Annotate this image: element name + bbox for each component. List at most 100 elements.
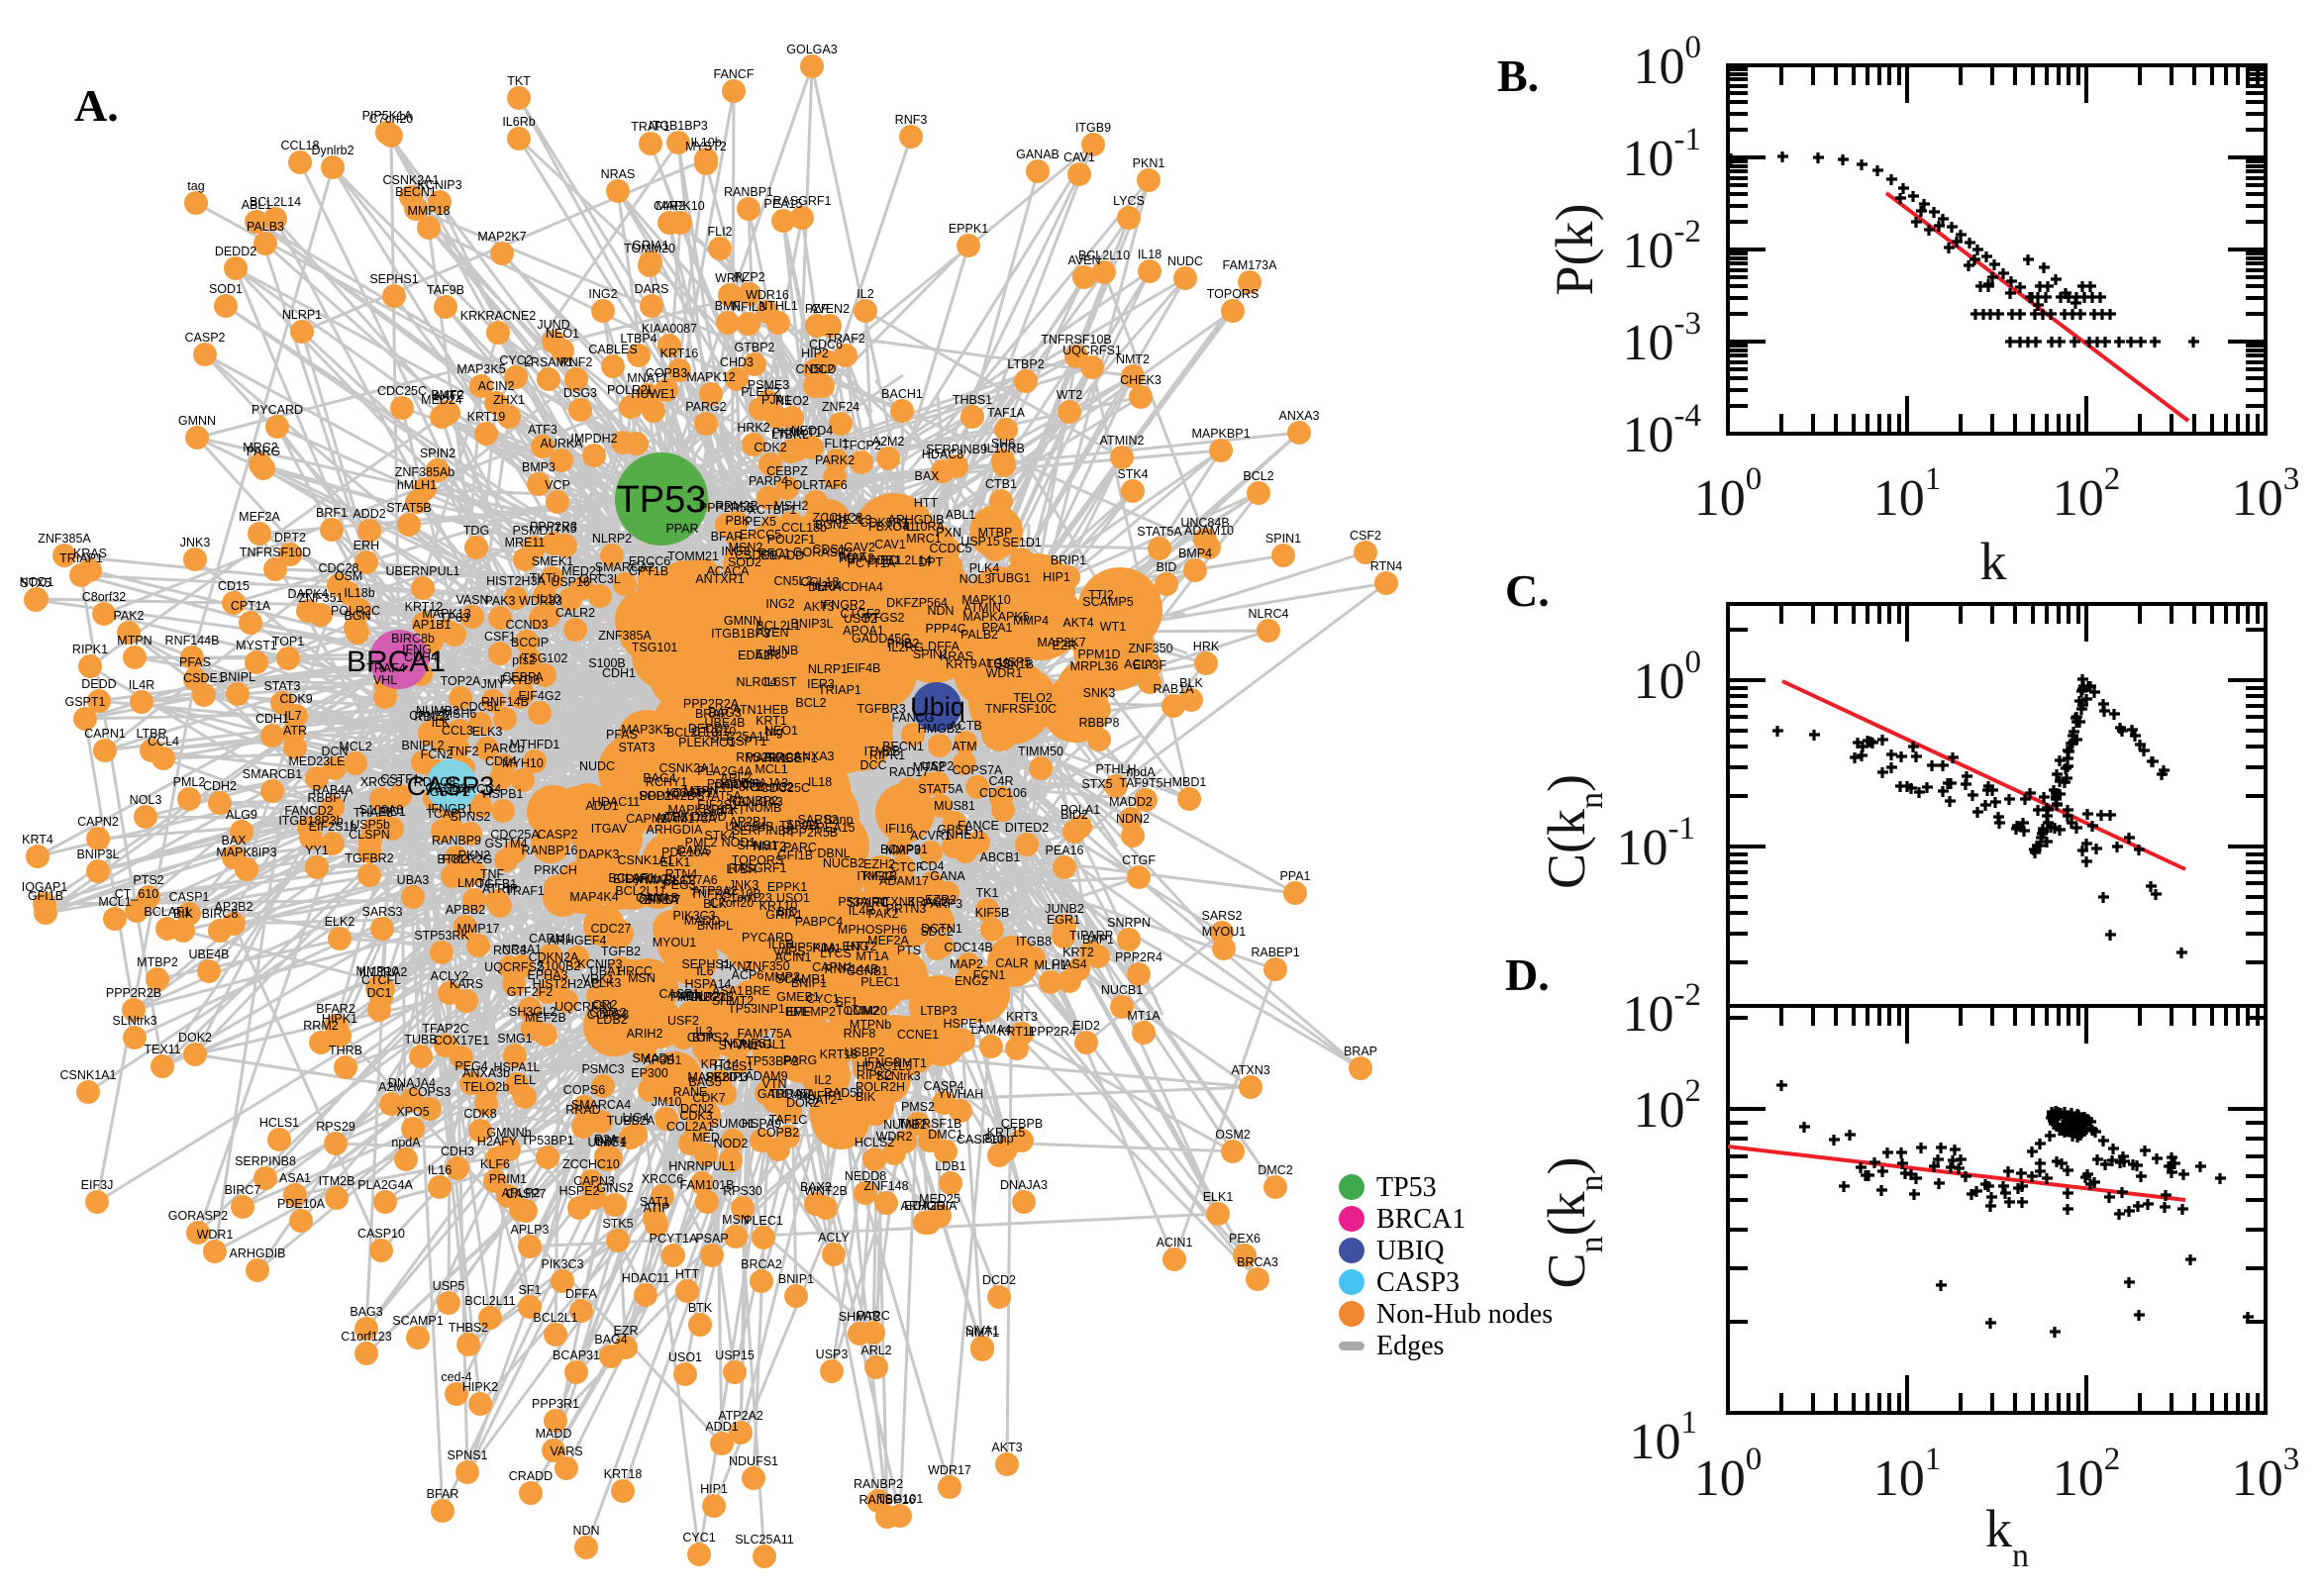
svg-text:SH6: SH6 xyxy=(991,437,1015,450)
svg-text:TAF9B: TAF9B xyxy=(779,819,817,833)
svg-text:PHB2: PHB2 xyxy=(887,637,920,650)
svg-text:OSM2: OSM2 xyxy=(1215,1128,1250,1142)
svg-text:CABLES: CABLES xyxy=(588,343,637,356)
svg-text:STAT5A: STAT5A xyxy=(918,782,963,796)
svg-text:WRN: WRN xyxy=(715,271,745,285)
svg-text:EIF4G2: EIF4G2 xyxy=(518,689,560,703)
svg-text:USP5: USP5 xyxy=(433,1279,465,1293)
svg-text:CASP2: CASP2 xyxy=(538,828,578,842)
svg-text:RAB1A: RAB1A xyxy=(1154,682,1195,696)
svg-text:BCL2L1: BCL2L1 xyxy=(756,619,800,633)
svg-text:AATF: AATF xyxy=(433,389,463,403)
svg-text:MCL2: MCL2 xyxy=(339,740,371,753)
svg-text:RRAD: RRAD xyxy=(565,1103,600,1117)
svg-text:JMY: JMY xyxy=(481,677,507,691)
svg-text:TEX11: TEX11 xyxy=(144,1043,180,1056)
svg-text:ced-4: ced-4 xyxy=(441,1370,471,1384)
svg-text:ANXA3b: ANXA3b xyxy=(462,1066,510,1080)
svg-text:ITGB9: ITGB9 xyxy=(1075,121,1111,135)
svg-text:STAT5A: STAT5A xyxy=(696,789,742,803)
svg-text:MMP18: MMP18 xyxy=(407,204,450,218)
svg-text:POLR2G: POLR2G xyxy=(443,852,493,866)
svg-text:PIK3C3: PIK3C3 xyxy=(672,909,715,923)
svg-text:NLRC4: NLRC4 xyxy=(1249,607,1289,621)
svg-text:CRADD: CRADD xyxy=(760,549,804,562)
svg-text:BNIP1: BNIP1 xyxy=(778,1272,814,1286)
svg-text:DLRACDHA4: DLRACDHA4 xyxy=(808,580,883,594)
svg-text:JNK3: JNK3 xyxy=(180,536,211,549)
svg-text:MAP2K7: MAP2K7 xyxy=(1037,636,1085,649)
svg-text:PLA2G4A: PLA2G4A xyxy=(357,1178,413,1192)
svg-text:LMO4: LMO4 xyxy=(457,876,491,890)
svg-text:AURKA: AURKA xyxy=(540,437,583,450)
svg-text:SARS3: SARS3 xyxy=(362,905,403,919)
svg-text:100: 100 xyxy=(1694,461,1763,527)
svg-text:HTT: HTT xyxy=(675,1267,700,1281)
svg-text:SH3GL2: SH3GL2 xyxy=(509,1005,556,1019)
svg-text:NUMB2: NUMB2 xyxy=(883,1118,927,1132)
svg-text:TP53: TP53 xyxy=(617,479,707,521)
svg-text:MRC2: MRC2 xyxy=(243,441,277,454)
svg-text:PBK: PBK xyxy=(725,514,751,528)
svg-text:SERPINB8: SERPINB8 xyxy=(235,1154,296,1168)
svg-text:CDC25C: CDC25C xyxy=(760,781,810,795)
svg-text:ITGAV: ITGAV xyxy=(591,822,628,836)
svg-text:ACP5: ACP5 xyxy=(656,811,688,825)
svg-text:PEX5: PEX5 xyxy=(745,515,776,529)
svg-text:MUS81: MUS81 xyxy=(934,799,975,813)
svg-text:BCL2L11: BCL2L11 xyxy=(615,884,665,898)
svg-text:XCTBP1: XCTBP1 xyxy=(749,503,797,517)
svg-text:ING2: ING2 xyxy=(588,287,617,301)
svg-text:FXYD6: FXYD6 xyxy=(500,673,540,687)
svg-text:DMC2: DMC2 xyxy=(1258,1163,1292,1177)
svg-text:SDC2: SDC2 xyxy=(920,925,953,939)
svg-text:THBS2: THBS2 xyxy=(449,1321,488,1335)
svg-text:C8orf32: C8orf32 xyxy=(750,780,794,794)
svg-text:PLK3: PLK3 xyxy=(591,976,622,990)
svg-text:NEDD4: NEDD4 xyxy=(791,424,833,438)
svg-text:NMT1: NMT1 xyxy=(965,1326,999,1340)
svg-text:PIM1: PIM1 xyxy=(812,942,841,955)
svg-text:100: 100 xyxy=(1634,645,1702,710)
svg-text:CDK8: CDK8 xyxy=(463,1107,496,1121)
svg-text:C8orf32: C8orf32 xyxy=(82,590,127,604)
svg-text:BCLAF1: BCLAF1 xyxy=(608,871,655,885)
svg-text:NEDD8: NEDD8 xyxy=(845,1169,886,1183)
svg-text:IL6ST: IL6ST xyxy=(763,675,797,689)
svg-text:PPA1: PPA1 xyxy=(981,621,1012,635)
svg-text:NDN2: NDN2 xyxy=(1116,812,1150,826)
svg-text:PRTN3: PRTN3 xyxy=(886,902,927,916)
svg-text:MADD: MADD xyxy=(536,1427,572,1441)
svg-text:MAF: MAF xyxy=(841,550,867,564)
svg-text:GANAB: GANAB xyxy=(1016,148,1060,161)
svg-text:PEG4: PEG4 xyxy=(454,1059,487,1073)
svg-text:MAPKBP1: MAPKBP1 xyxy=(667,803,726,817)
svg-text:IL10RB: IL10RB xyxy=(983,442,1025,455)
svg-text:GORASP2: GORASP2 xyxy=(793,546,853,559)
svg-text:KIAA0087: KIAA0087 xyxy=(642,322,697,336)
svg-text:KIF1B: KIF1B xyxy=(863,869,898,883)
svg-text:ACVR1: ACVR1 xyxy=(910,829,952,843)
svg-text:EIF2S1: EIF2S1 xyxy=(697,798,739,812)
svg-text:ATR: ATR xyxy=(283,724,307,738)
svg-text:UBIQ: UBIQ xyxy=(1376,1236,1444,1266)
svg-text:BCAP31: BCAP31 xyxy=(553,1348,600,1362)
svg-text:ZNF148: ZNF148 xyxy=(863,1179,908,1193)
svg-text:SHMT2: SHMT2 xyxy=(712,994,754,1008)
svg-text:10-2: 10-2 xyxy=(1623,214,1702,279)
svg-text:ATXN3: ATXN3 xyxy=(1231,1063,1269,1077)
svg-text:KRT14: KRT14 xyxy=(701,1057,740,1071)
svg-text:CASP1: CASP1 xyxy=(169,890,210,904)
svg-text:MSH6: MSH6 xyxy=(443,707,477,721)
svg-text:DKFZP564: DKFZP564 xyxy=(886,596,948,610)
svg-text:103: 103 xyxy=(2232,461,2300,527)
svg-text:ARHGEF4: ARHGEF4 xyxy=(548,934,606,948)
svg-text:HTT2: HTT2 xyxy=(846,940,876,953)
svg-text:ARHGDIB: ARHGDIB xyxy=(888,513,945,527)
svg-text:S100A8: S100A8 xyxy=(359,803,404,817)
svg-text:CALR: CALR xyxy=(995,956,1028,970)
svg-text:SMAD4: SMAD4 xyxy=(632,1051,674,1065)
svg-text:SMG1: SMG1 xyxy=(497,1032,532,1046)
svg-text:TRRAP: TRRAP xyxy=(769,1087,811,1101)
svg-text:PARG: PARG xyxy=(783,1053,818,1067)
